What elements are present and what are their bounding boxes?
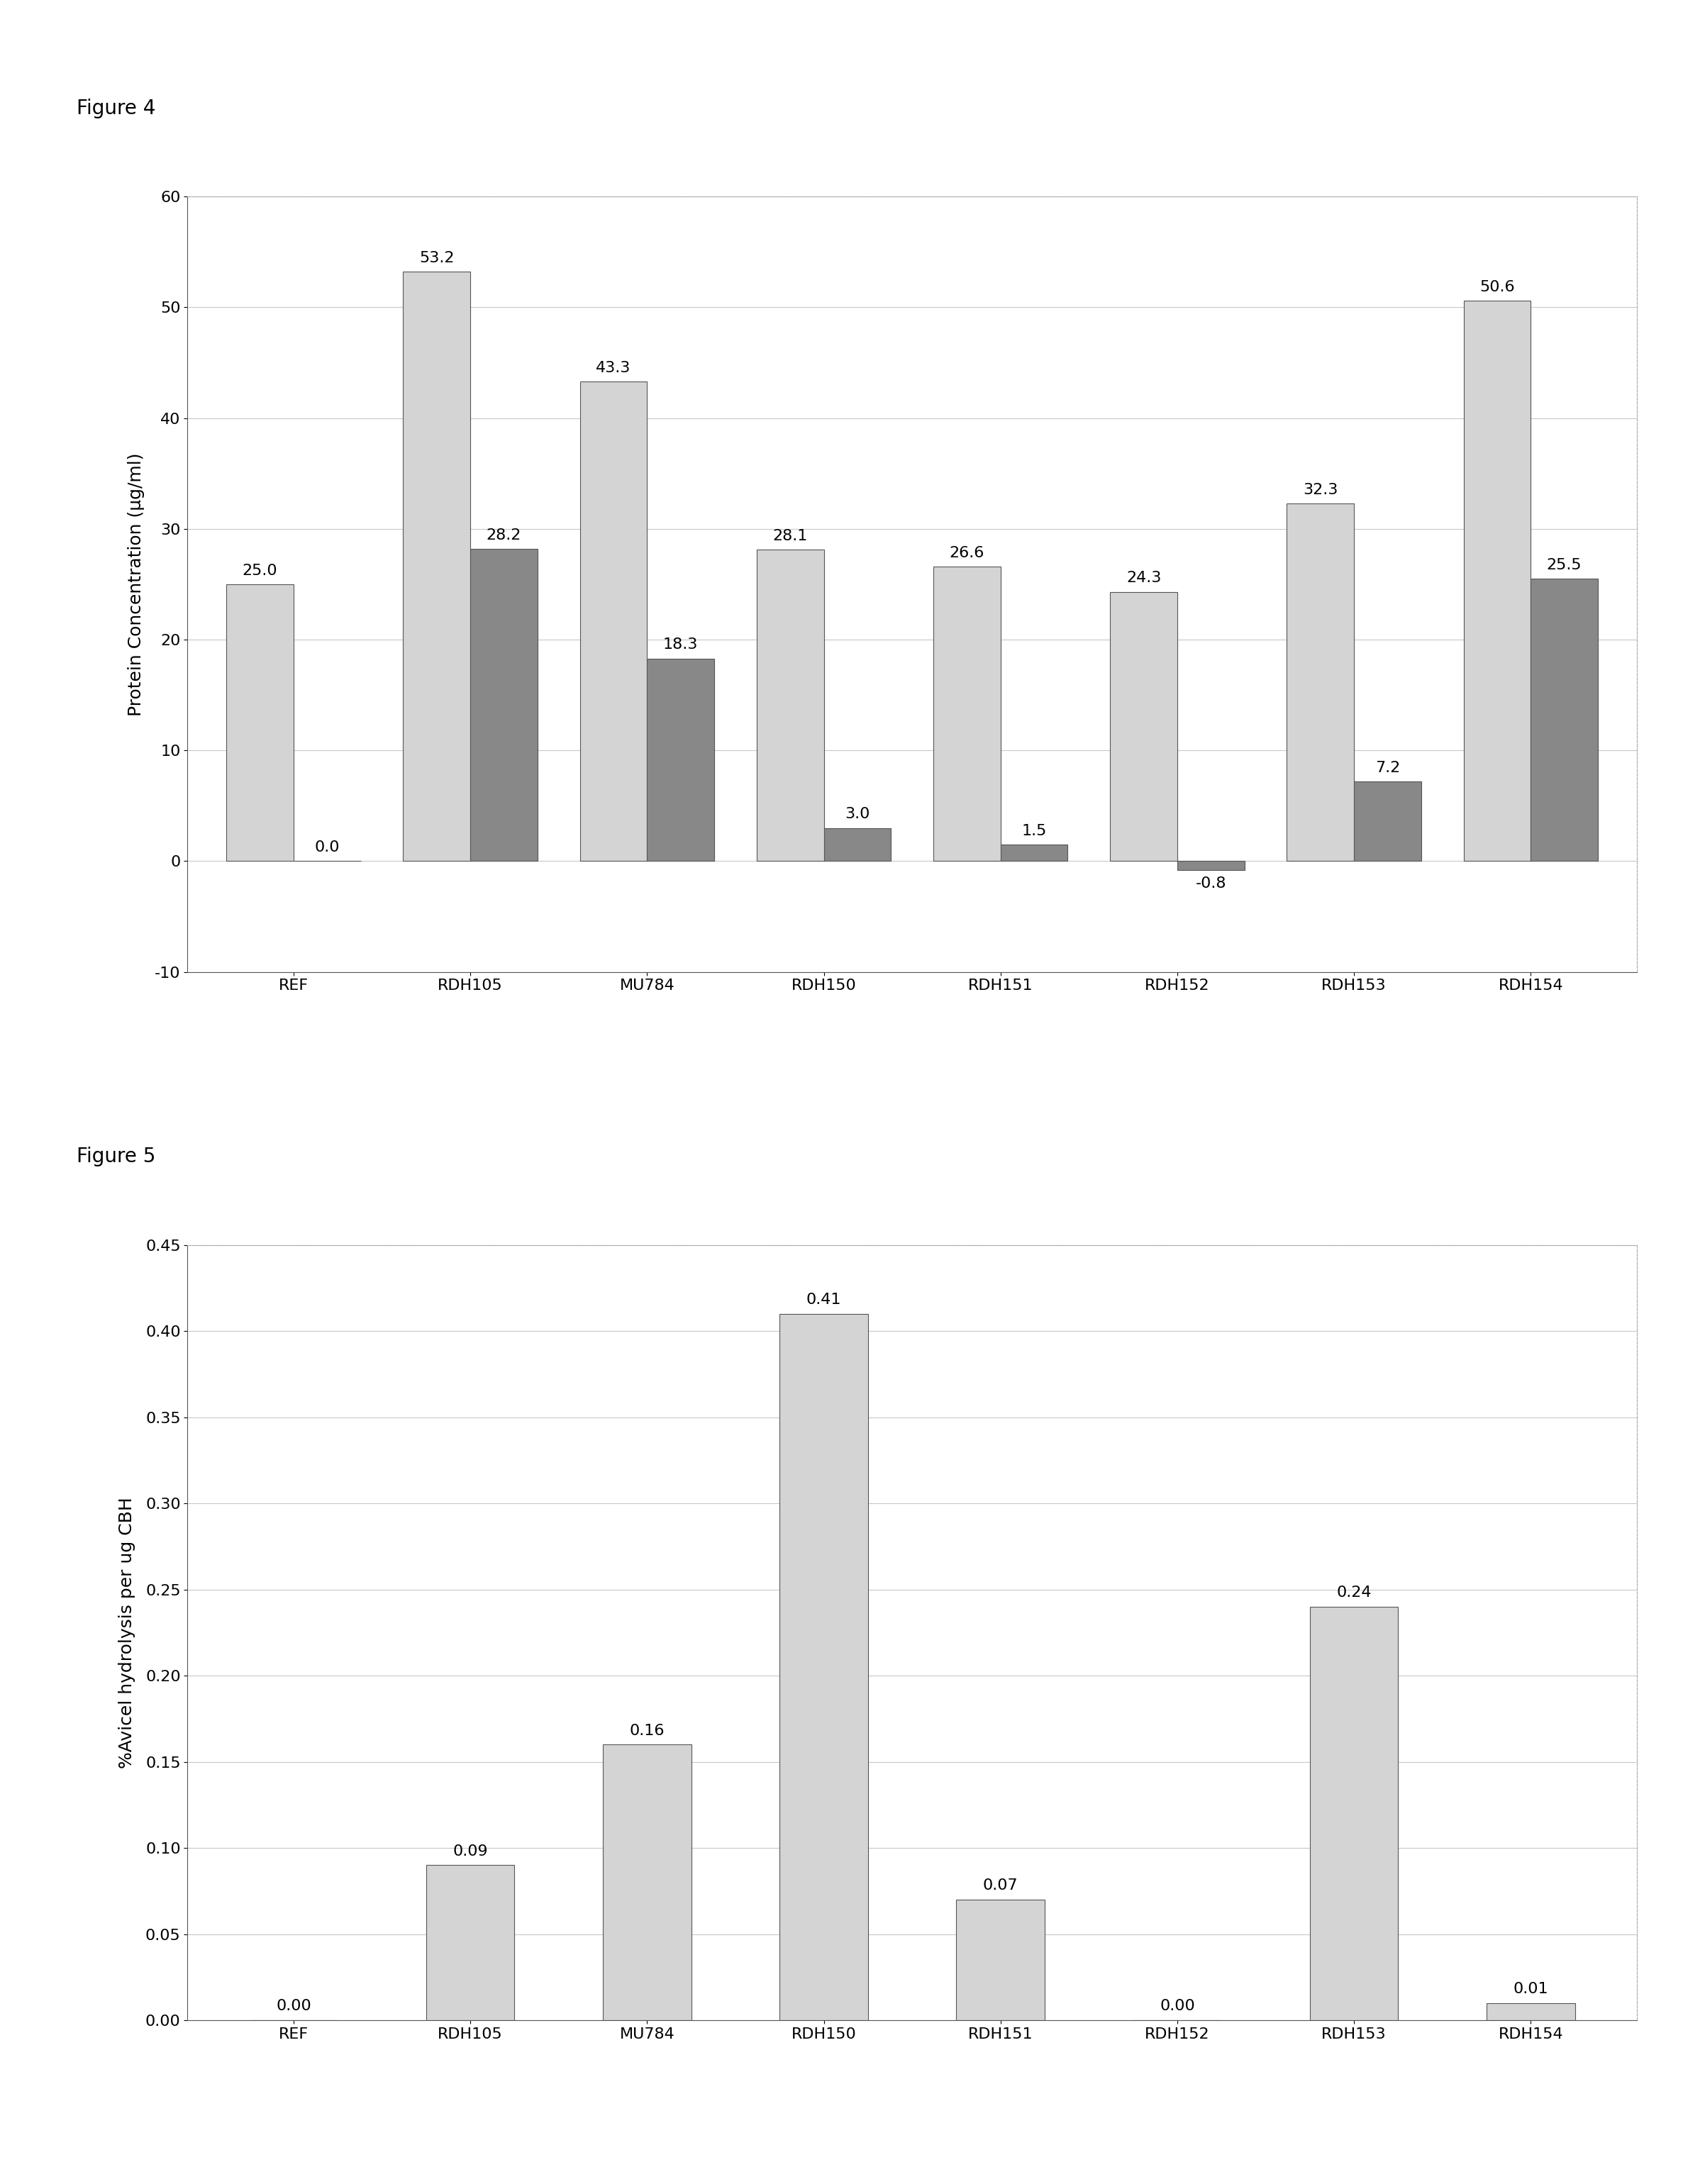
Text: 0.16: 0.16 — [629, 1723, 665, 1738]
Text: 0.24: 0.24 — [1337, 1586, 1371, 1601]
Bar — [648, 657, 714, 860]
Text: 0.41: 0.41 — [806, 1293, 841, 1306]
Text: 0.00: 0.00 — [1159, 1998, 1195, 2014]
Text: 25.5: 25.5 — [1546, 557, 1582, 572]
Bar — [779, 1315, 868, 2020]
Text: 7.2: 7.2 — [1376, 760, 1400, 775]
Text: 18.3: 18.3 — [663, 638, 697, 651]
Text: -0.8: -0.8 — [1195, 876, 1226, 891]
Bar — [824, 828, 892, 860]
Bar — [757, 550, 824, 860]
Text: 0.01: 0.01 — [1512, 1981, 1548, 1996]
Text: 3.0: 3.0 — [846, 808, 870, 821]
Y-axis label: Protein Concentration (µg/ml): Protein Concentration (µg/ml) — [128, 452, 145, 716]
Text: 28.2: 28.2 — [486, 529, 522, 542]
Text: 50.6: 50.6 — [1480, 280, 1514, 295]
Text: 25.0: 25.0 — [242, 563, 278, 577]
Text: 0.00: 0.00 — [276, 1998, 312, 2014]
Bar — [402, 271, 471, 860]
Text: 0.0: 0.0 — [315, 841, 339, 854]
Bar — [1487, 2003, 1575, 2020]
Text: 1.5: 1.5 — [1021, 823, 1047, 839]
Text: 26.6: 26.6 — [950, 546, 984, 559]
Bar — [1001, 845, 1067, 860]
Bar — [1463, 301, 1531, 860]
Text: 0.09: 0.09 — [454, 1843, 488, 1859]
Bar — [1110, 592, 1176, 860]
Text: 53.2: 53.2 — [419, 251, 454, 264]
Bar — [471, 548, 537, 860]
Bar — [1176, 860, 1245, 869]
Bar — [957, 1900, 1045, 2020]
Text: 28.1: 28.1 — [772, 529, 808, 544]
Text: 24.3: 24.3 — [1127, 572, 1161, 585]
Bar — [1287, 502, 1354, 860]
Text: 43.3: 43.3 — [597, 360, 631, 376]
Text: 32.3: 32.3 — [1303, 483, 1338, 496]
Bar — [580, 382, 648, 860]
Bar — [604, 1745, 691, 2020]
Text: Figure 4: Figure 4 — [77, 98, 155, 118]
Bar — [227, 583, 293, 860]
Bar — [933, 566, 1001, 860]
Y-axis label: %Avicel hydrolysis per ug CBH: %Avicel hydrolysis per ug CBH — [119, 1496, 135, 1769]
Text: 0.07: 0.07 — [984, 1878, 1018, 1894]
Bar — [1354, 782, 1422, 860]
Text: Figure 5: Figure 5 — [77, 1147, 155, 1166]
Bar — [426, 1865, 515, 2020]
Bar — [1309, 1607, 1398, 2020]
Bar — [1531, 579, 1598, 860]
